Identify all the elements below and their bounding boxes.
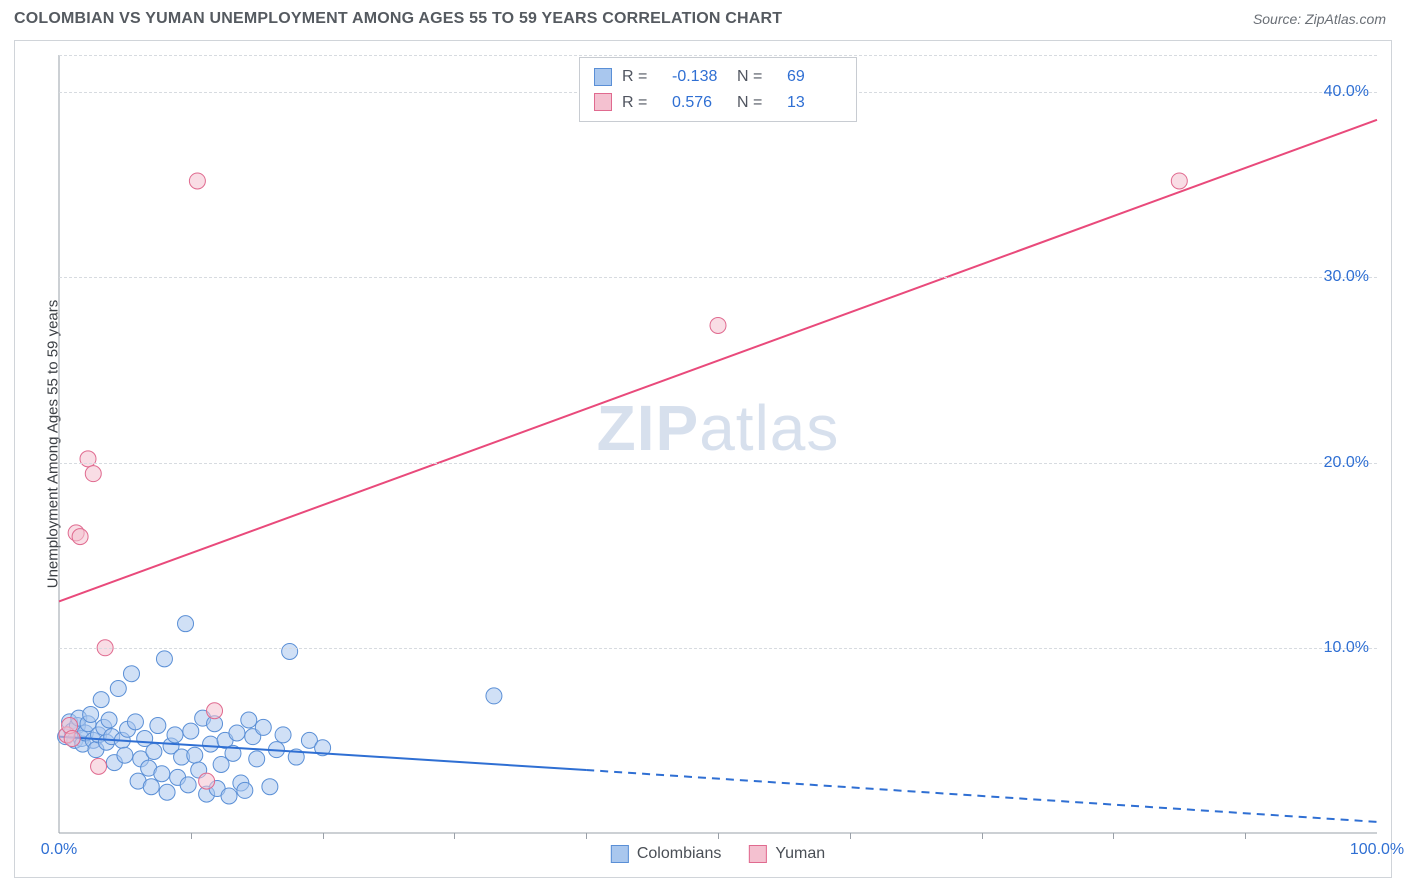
x-minor-tick: [982, 833, 983, 839]
gridline-h: [59, 463, 1377, 464]
x-minor-tick: [718, 833, 719, 839]
x-minor-tick: [323, 833, 324, 839]
legend-item-colombians: Colombians: [611, 845, 721, 863]
stats-legend: R = -0.138 N = 69 R = 0.576 N = 13: [579, 57, 857, 122]
chart-svg: [59, 55, 1377, 833]
n-label: N =: [737, 64, 777, 90]
n-label: N =: [737, 90, 777, 116]
n-value-colombians: 69: [787, 64, 842, 90]
r-value-colombians: -0.138: [672, 64, 727, 90]
swatch-yuman: [749, 845, 767, 863]
swatch-colombians: [611, 845, 629, 863]
chart-container: Unemployment Among Ages 55 to 59 years Z…: [14, 40, 1392, 878]
x-minor-tick: [850, 833, 851, 839]
x-tick-label: 100.0%: [1350, 841, 1404, 859]
legend-item-yuman: Yuman: [749, 845, 825, 863]
x-minor-tick: [1113, 833, 1114, 839]
source-label: Source:: [1253, 11, 1301, 27]
x-tick-label: 0.0%: [41, 841, 77, 859]
source-name: ZipAtlas.com: [1305, 11, 1386, 27]
chart-title: COLOMBIAN VS YUMAN UNEMPLOYMENT AMONG AG…: [14, 10, 782, 28]
y-tick-label: 40.0%: [1324, 83, 1369, 101]
legend-label-yuman: Yuman: [775, 845, 825, 863]
r-label: R =: [622, 64, 662, 90]
x-minor-tick: [586, 833, 587, 839]
swatch-yuman: [594, 93, 612, 111]
swatch-colombians: [594, 68, 612, 86]
r-value-yuman: 0.576: [672, 90, 727, 116]
gridline-h: [59, 648, 1377, 649]
y-tick-label: 30.0%: [1324, 268, 1369, 286]
r-label: R =: [622, 90, 662, 116]
legend-label-colombians: Colombians: [637, 845, 721, 863]
stats-row-colombians: R = -0.138 N = 69: [594, 64, 842, 90]
source-attribution: Source: ZipAtlas.com: [1253, 11, 1386, 27]
gridline-h: [59, 55, 1377, 56]
n-value-yuman: 13: [787, 90, 842, 116]
y-tick-label: 10.0%: [1324, 639, 1369, 657]
x-minor-tick: [454, 833, 455, 839]
plot-area: Unemployment Among Ages 55 to 59 years Z…: [59, 55, 1377, 833]
x-minor-tick: [1245, 833, 1246, 839]
x-minor-tick: [191, 833, 192, 839]
gridline-h: [59, 277, 1377, 278]
stats-row-yuman: R = 0.576 N = 13: [594, 90, 842, 116]
series-legend: Colombians Yuman: [611, 845, 825, 863]
y-tick-label: 20.0%: [1324, 454, 1369, 472]
